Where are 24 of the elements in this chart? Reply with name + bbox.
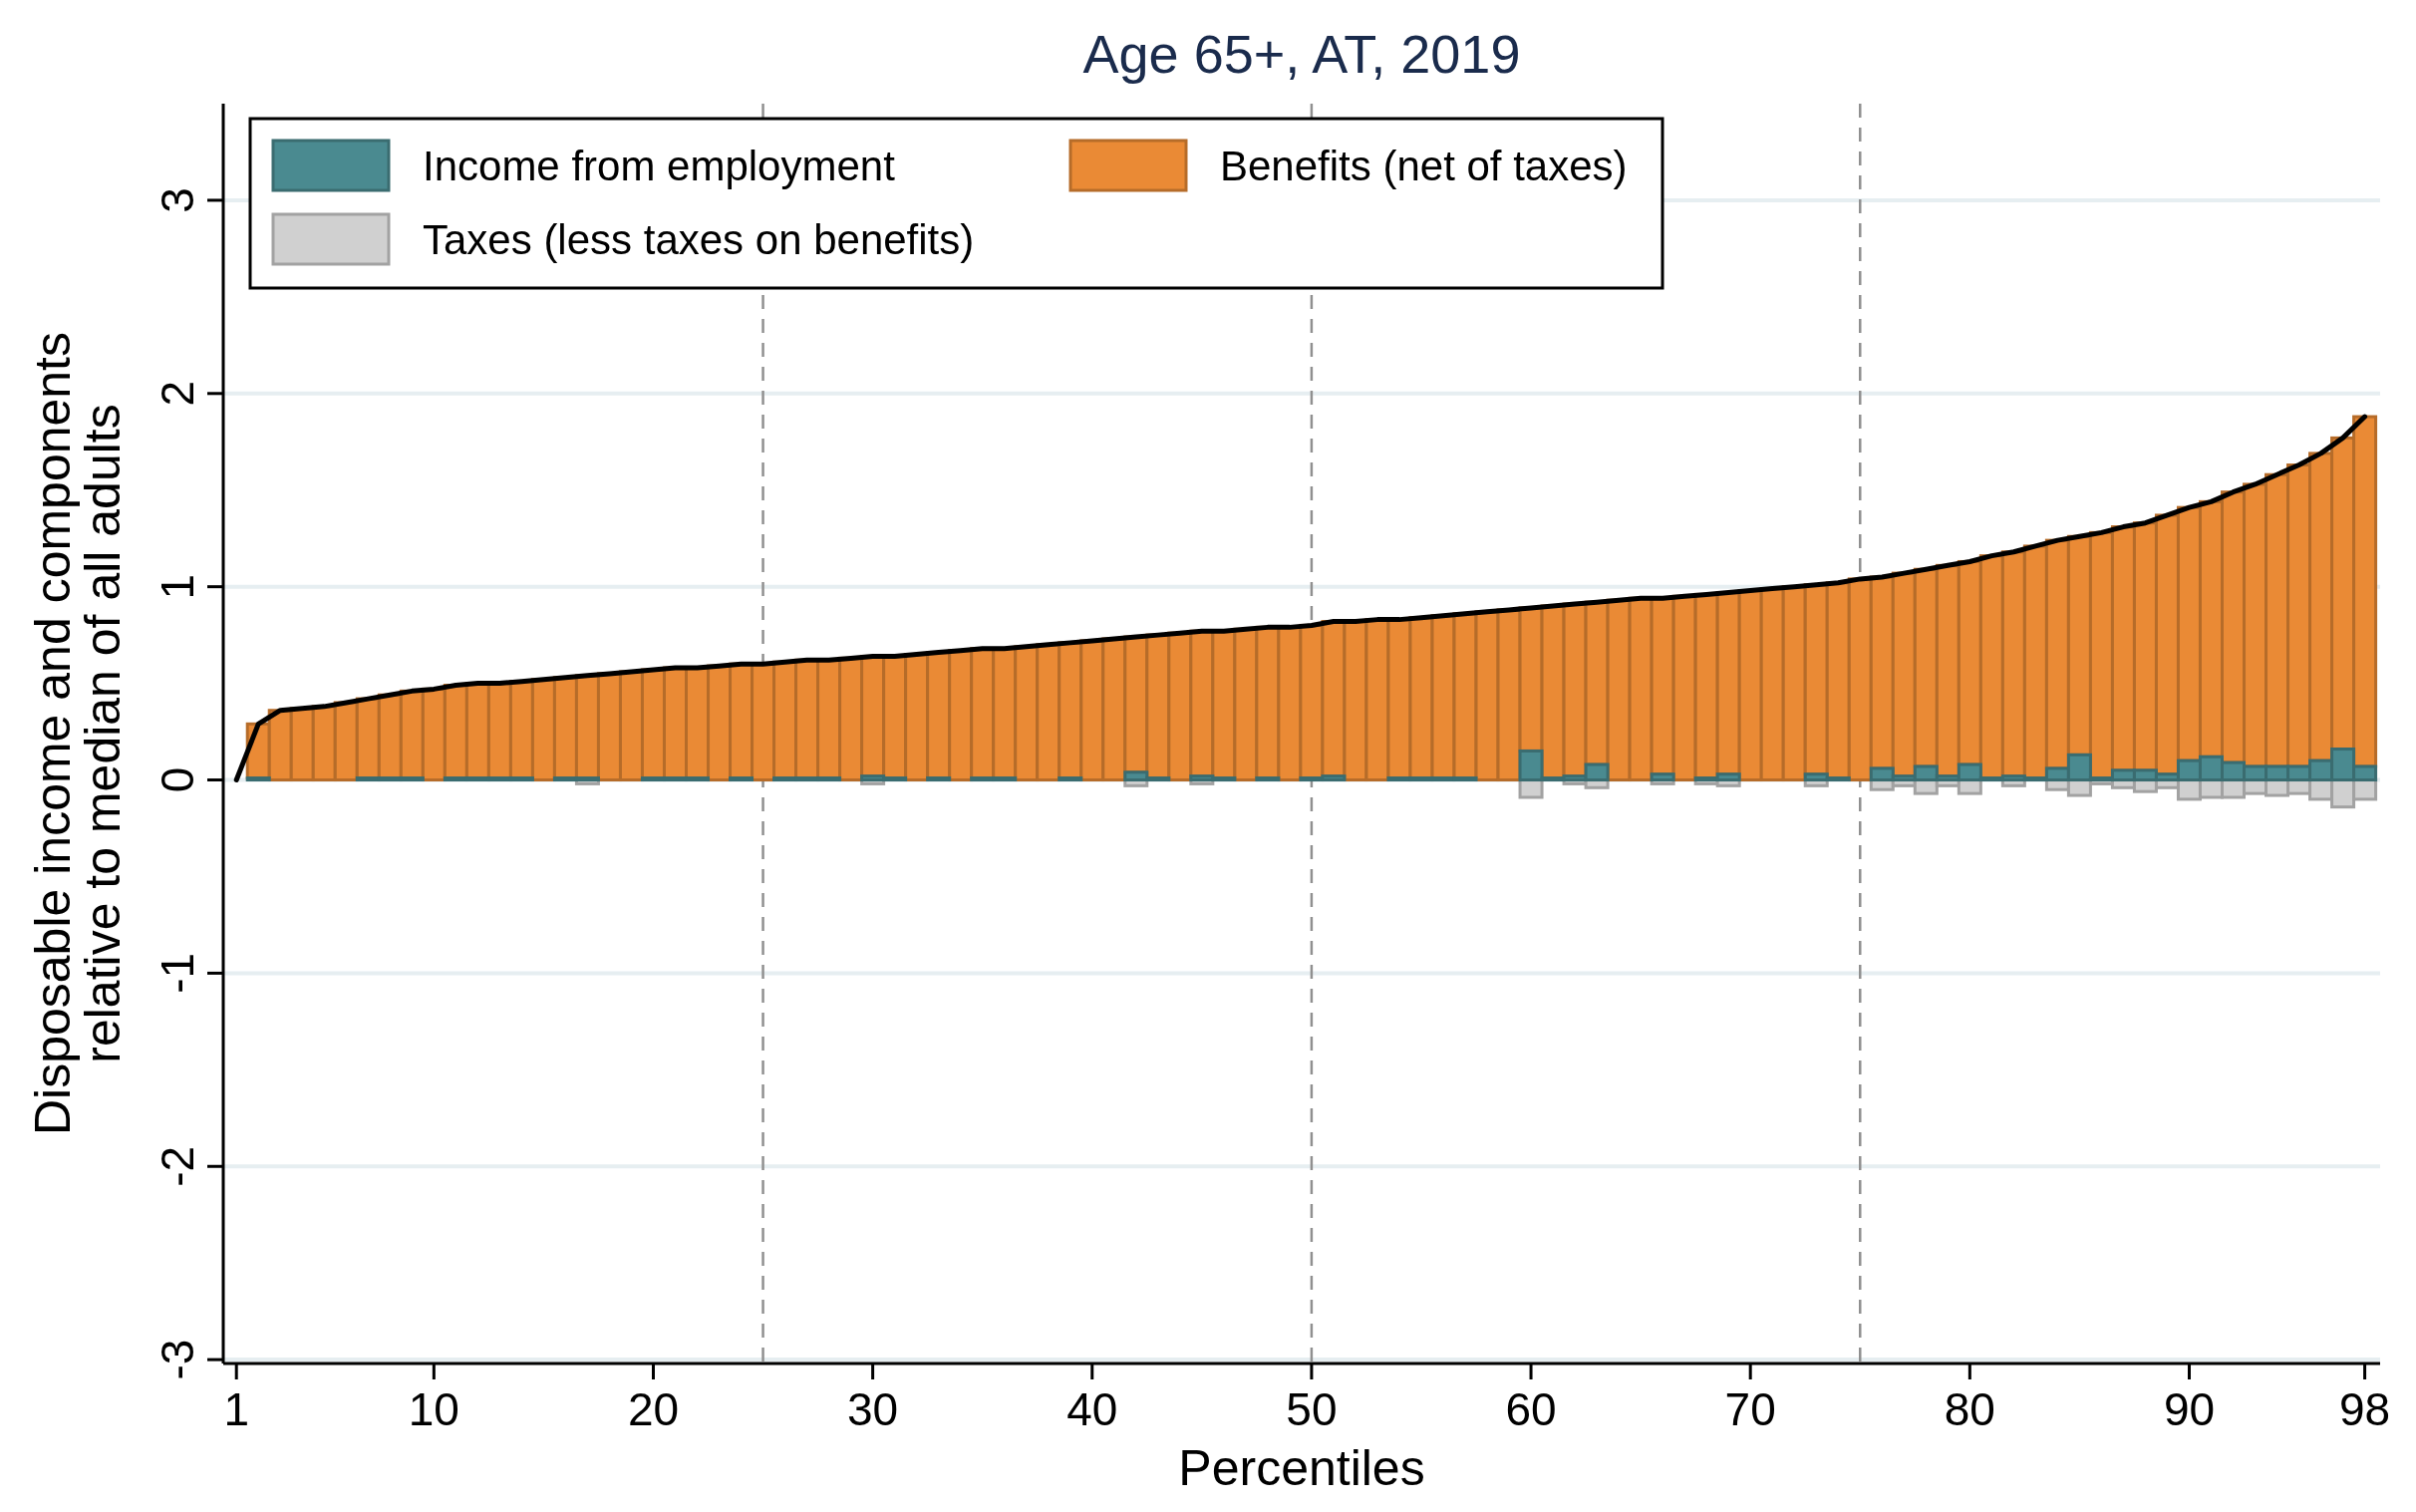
x-tick-label: 70	[1724, 1383, 1776, 1435]
x-tick-label: 80	[1944, 1383, 1995, 1435]
x-tick-label: 30	[847, 1383, 899, 1435]
x-tick-label: 40	[1066, 1383, 1118, 1435]
legend-label: Taxes (less taxes on benefits)	[423, 216, 975, 263]
legend-label: Benefits (net of taxes)	[1220, 143, 1628, 189]
legend-label: Income from employment	[423, 143, 896, 189]
y-axis-title: Disposable income and components relative to median of all adults	[25, 331, 131, 1136]
x-tick-label: 1	[223, 1383, 250, 1435]
x-tick-label: 60	[1505, 1383, 1557, 1435]
y-tick-label: -1	[151, 952, 203, 994]
x-tick-label: 90	[2163, 1383, 2216, 1435]
chart-title: Age 65+, AT, 2019	[1082, 24, 1521, 84]
x-tick-label: 20	[627, 1383, 680, 1435]
y-tick-label: -3	[151, 1339, 203, 1380]
y-tick-label: 0	[151, 766, 203, 793]
y-tick-label: 3	[151, 187, 203, 213]
x-tick-label: 50	[1286, 1383, 1338, 1435]
y-tick-label: 1	[151, 573, 203, 600]
x-tick-label: 98	[2339, 1383, 2391, 1435]
x-tick-label: 10	[408, 1383, 459, 1435]
y-tick-label: 2	[151, 381, 203, 407]
y-tick-label: -2	[151, 1145, 203, 1187]
x-axis-title: Percentiles	[1178, 1440, 1425, 1496]
